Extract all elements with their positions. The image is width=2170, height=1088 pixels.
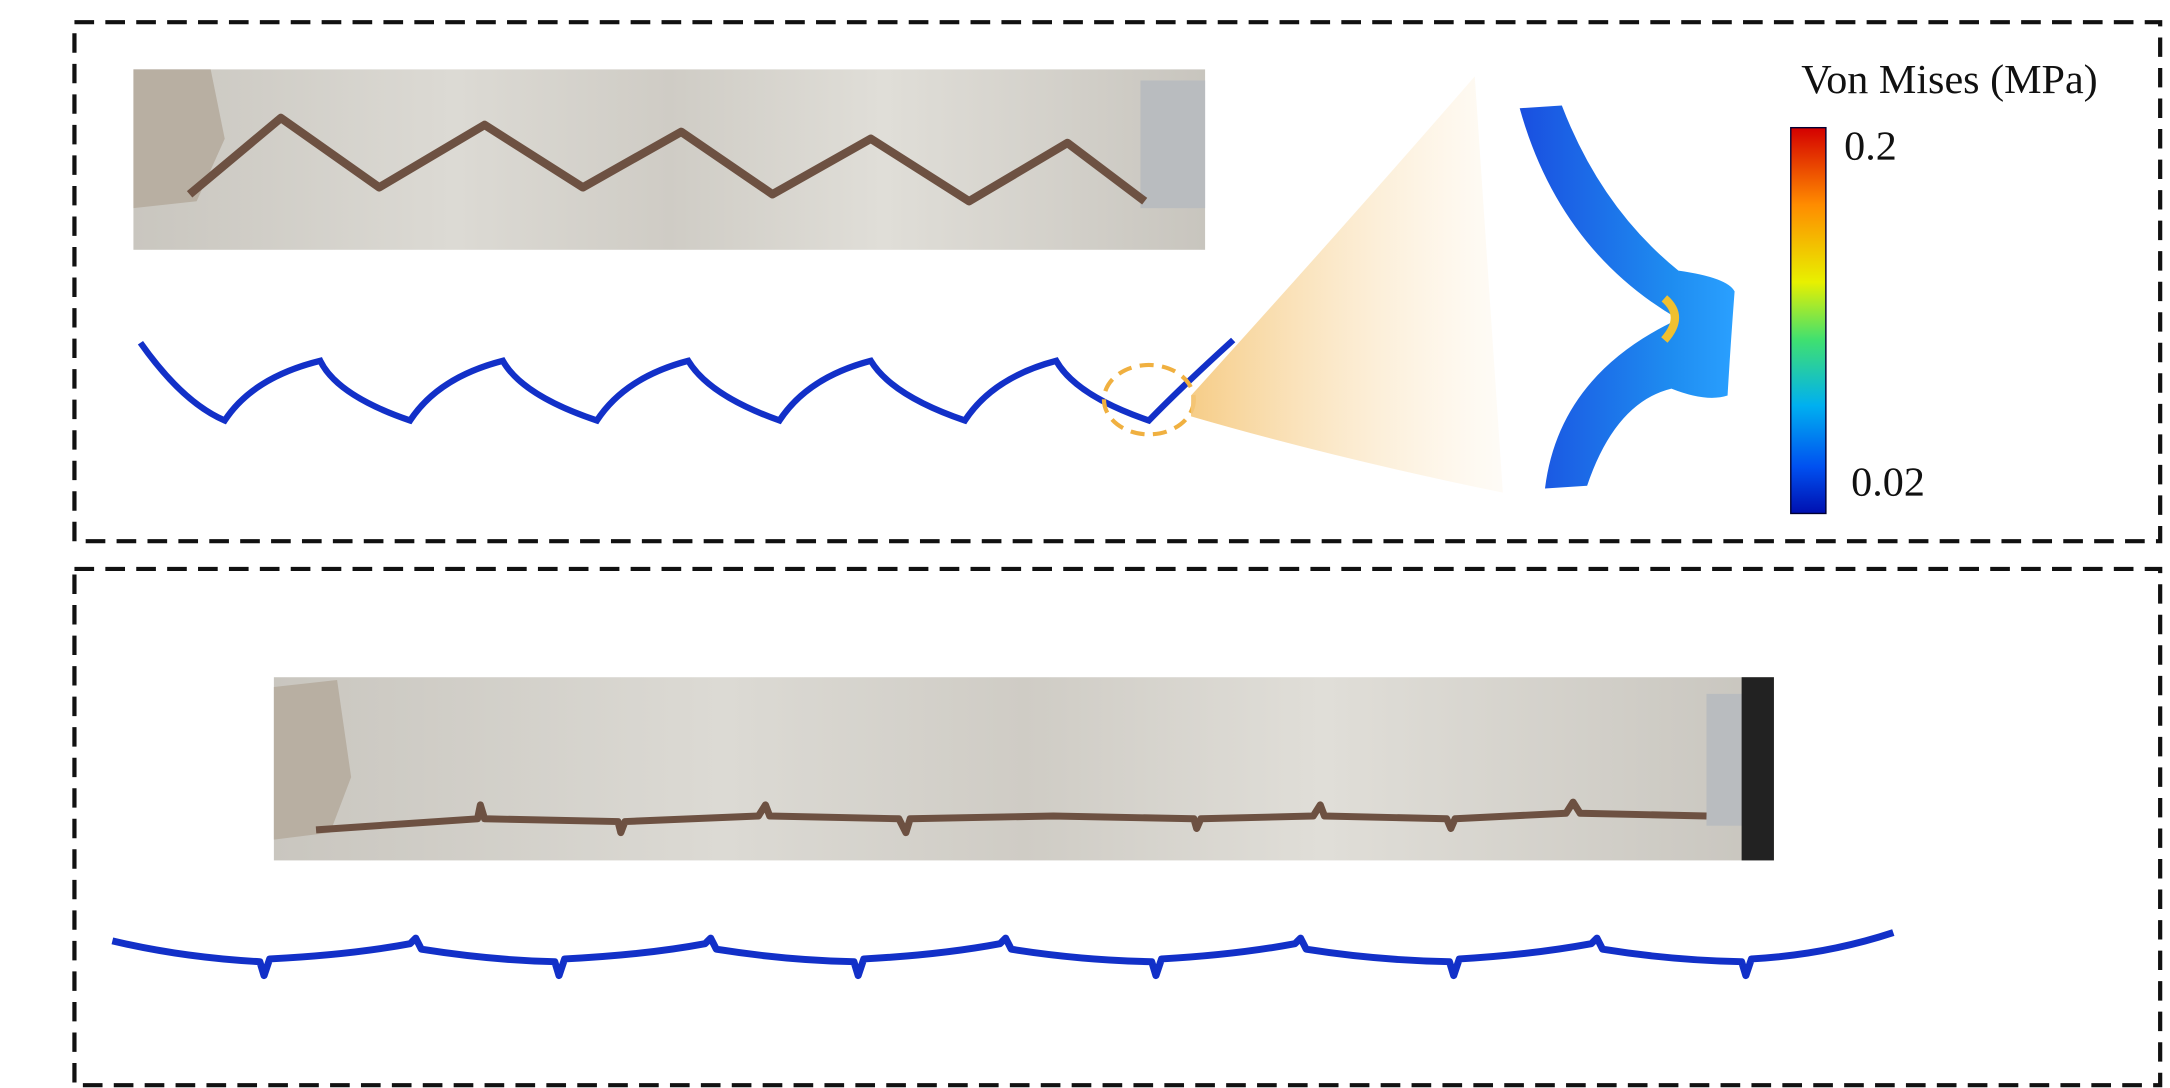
zoom-marker: [1104, 365, 1194, 434]
photo-bottom: [274, 677, 1774, 860]
simulation-bottom: [112, 933, 1893, 976]
colorbar-title: Von Mises (MPa): [1801, 57, 2097, 103]
zoom-detail: [1520, 105, 1735, 488]
colorbar: [1791, 128, 1826, 514]
colorbar-min: 0.02: [1851, 459, 1925, 505]
photo-top: [133, 69, 1205, 249]
zoom-fan: [1191, 76, 1503, 492]
figure: Von Mises (MPa) 0.2 0.02: [0, 0, 2170, 1088]
colorbar-max: 0.2: [1844, 124, 1897, 170]
stress-hotspot: [1664, 298, 1675, 340]
simulation-top: [140, 340, 1233, 420]
